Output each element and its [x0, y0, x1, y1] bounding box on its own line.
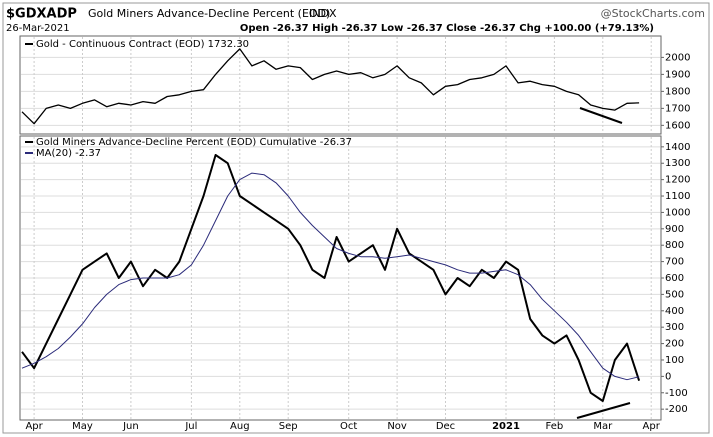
- x-tick-label: Feb: [546, 421, 564, 432]
- name: Gold Miners Advance-Decline Percent (EOD…: [88, 7, 330, 20]
- y-tick-label: 700: [665, 257, 684, 268]
- y-tick-label: 1600: [665, 120, 690, 131]
- y-tick-label: -100: [665, 388, 688, 399]
- legend-label: MA(20) -2.37: [36, 148, 101, 159]
- x-tick-label: 2021: [492, 421, 520, 432]
- series-line: [21, 154, 641, 402]
- y-tick-label: 500: [665, 289, 684, 300]
- exchange: INDX: [309, 7, 337, 20]
- trend-line: [579, 107, 623, 124]
- y-tick-label: 200: [665, 339, 684, 350]
- legend-label: Gold Miners Advance-Decline Percent (EOD…: [36, 137, 352, 148]
- x-tick-label: Dec: [436, 421, 455, 432]
- y-tick-label: 2000: [665, 52, 690, 63]
- x-tick-label: May: [72, 421, 93, 432]
- x-tick-label: Nov: [387, 421, 407, 432]
- y-tick-label: 800: [665, 240, 684, 251]
- series-line: [21, 48, 640, 125]
- x-tick-label: Apr: [643, 421, 661, 432]
- legend-label: Gold - Continuous Contract (EOD) 1732.30: [36, 39, 249, 50]
- y-tick-label: 300: [665, 322, 684, 333]
- y-tick-label: 1800: [665, 86, 690, 97]
- panel: [19, 35, 662, 135]
- x-tick-label: Jun: [122, 421, 139, 432]
- y-tick-label: 900: [665, 224, 684, 235]
- y-tick-label: 400: [665, 306, 684, 317]
- y-tick-label: 0: [665, 371, 671, 382]
- y-tick-label: 600: [665, 273, 684, 284]
- y-tick-label: -200: [665, 404, 688, 415]
- y-tick-label: 1200: [665, 175, 690, 186]
- x-tick-label: Mar: [593, 421, 613, 432]
- x-tick-label: Jul: [184, 421, 197, 432]
- y-tick-label: 1700: [665, 103, 690, 114]
- date: 26-Mar-2021: [6, 23, 70, 34]
- y-tick-label: 1900: [665, 69, 690, 80]
- trend-line: [576, 402, 631, 419]
- symbol: $GDXADP: [6, 7, 77, 22]
- y-tick-label: 1000: [665, 207, 690, 218]
- x-tick-label: Aug: [230, 421, 250, 432]
- x-tick-label: Oct: [340, 421, 357, 432]
- x-tick-label: Apr: [25, 421, 43, 432]
- quote: Open -26.37 High -26.37 Low -26.37 Close…: [240, 23, 654, 34]
- x-tick-label: Sep: [279, 421, 298, 432]
- site: @StockCharts.com: [601, 7, 705, 20]
- y-tick-label: 1300: [665, 158, 690, 169]
- y-tick-label: 1400: [665, 142, 690, 153]
- series-line: [21, 172, 640, 381]
- y-tick-label: 100: [665, 355, 684, 366]
- y-tick-label: 1100: [665, 191, 690, 202]
